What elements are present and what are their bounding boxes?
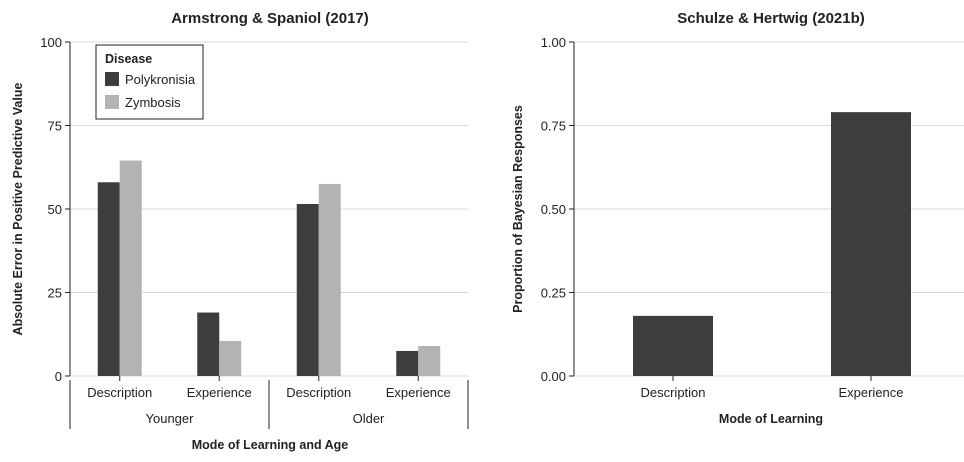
- left-y-tick-label: 25: [48, 286, 62, 301]
- left-x-tick-label: Description: [286, 385, 351, 400]
- left-chart-title: Armstrong & Spaniol (2017): [171, 10, 369, 27]
- bar-polykronisia-1: [197, 312, 220, 376]
- legend-label-zymbosis: Zymbosis: [125, 95, 181, 110]
- right-y-tick-label: 0.25: [541, 286, 566, 301]
- left-y-axis-label: Absolute Error in Positive Predictive Va…: [11, 83, 25, 336]
- bar-polykronisia-2: [296, 203, 319, 376]
- legend-title: Disease: [105, 52, 152, 66]
- group-label-older: Older: [353, 411, 385, 426]
- bar-zymbosis-1: [219, 340, 242, 376]
- left-group-labels: Younger Older: [69, 380, 469, 429]
- right-x-tick-label: Description: [640, 385, 705, 400]
- right-chart-title: Schulze & Hertwig (2021b): [677, 10, 865, 27]
- right-x-axis-ticks: Description Experience: [640, 376, 904, 400]
- right-x-axis-label: Mode of Learning: [719, 412, 823, 426]
- left-y-tick-label: 75: [48, 119, 62, 134]
- right-bars: [633, 112, 911, 376]
- bar-polykronisia-0: [97, 182, 120, 376]
- bar-zymbosis-0: [119, 160, 142, 376]
- left-x-tick-label: Experience: [187, 385, 252, 400]
- right-chart-panel: Schulze & Hertwig (2021b) 0.000.250.500.…: [511, 10, 964, 426]
- bar-description: [633, 315, 713, 376]
- bar-experience: [831, 112, 911, 376]
- left-y-axis-ticks: 0 25 50 75 100: [40, 35, 70, 384]
- left-x-axis-ticks: Description Experience Description Experien…: [87, 376, 451, 400]
- left-x-tick-label: Experience: [386, 385, 451, 400]
- right-y-tick-label: 0.75: [541, 119, 566, 134]
- legend: Disease Polykronisia Zymbosis: [95, 44, 204, 120]
- legend-swatch-polykronisia: [105, 72, 119, 86]
- left-y-tick-label: 0: [55, 369, 62, 384]
- left-x-tick-label: Description: [87, 385, 152, 400]
- left-y-tick-label: 50: [48, 202, 62, 217]
- right-y-tick-label: 0.00: [541, 369, 566, 384]
- left-y-tick-label: 100: [40, 35, 62, 50]
- left-bars: [97, 160, 441, 376]
- left-chart-panel: Armstrong & Spaniol (2017) 0 25 50 75 100 De…: [11, 10, 469, 452]
- right-y-tick-label: 0.50: [541, 202, 566, 217]
- legend-swatch-zymbosis: [105, 95, 119, 109]
- right-y-axis-label: Proportion of Bayesian Responses: [511, 105, 525, 313]
- bar-zymbosis-2: [318, 183, 341, 376]
- legend-label-polykronisia: Polykronisia: [125, 72, 196, 87]
- right-y-tick-label: 1.00: [541, 35, 566, 50]
- bar-polykronisia-3: [396, 350, 419, 376]
- bar-zymbosis-3: [418, 345, 441, 376]
- right-x-tick-label: Experience: [838, 385, 903, 400]
- left-x-axis-label: Mode of Learning and Age: [192, 438, 349, 452]
- group-label-younger: Younger: [146, 411, 195, 426]
- right-y-axis-ticks: 0.00 0.25 0.50 0.75 1.00: [541, 35, 574, 384]
